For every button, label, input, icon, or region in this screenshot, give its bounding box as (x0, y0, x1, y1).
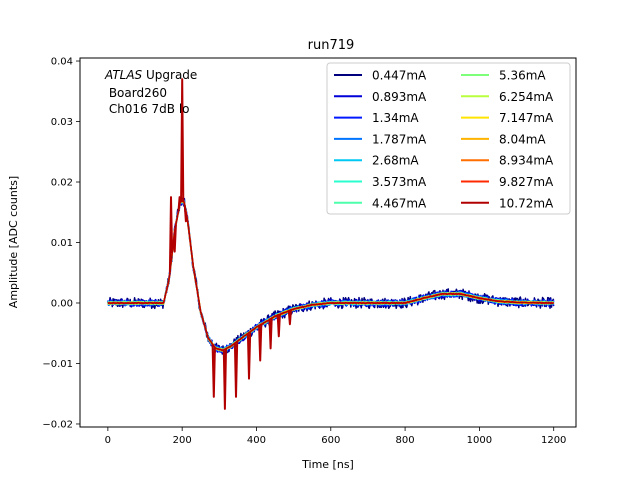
legend-label-12: 8.934mA (499, 154, 554, 168)
annotation-atlas: ATLAS (104, 68, 143, 82)
x-tick-label-0: 0 (105, 435, 111, 446)
series-line-12 (107, 200, 554, 352)
legend-label-9: 6.254mA (499, 90, 554, 104)
spike-10 (258, 324, 263, 362)
x-tick-label-200: 200 (173, 435, 192, 446)
y-axis-label: Amplitude [ADC counts] (7, 176, 20, 308)
y-tick-label-2: 0.00 (51, 298, 73, 309)
series-line-13 (107, 200, 554, 352)
legend-label-2: 0.893mA (372, 90, 427, 104)
y-tick-label-6: 0.04 (51, 57, 73, 68)
y-tick-label-4: 0.02 (51, 178, 73, 189)
spike-6 (211, 344, 216, 398)
legend-item-9: 6.254mA (461, 90, 554, 104)
annotation-line-2: Board260 (105, 86, 167, 100)
y-tick-label-5: 0.03 (51, 117, 73, 128)
y-tick-label-3: 0.01 (51, 238, 73, 249)
series-line-10 (107, 199, 555, 352)
legend-label-14: 10.72mA (499, 196, 554, 210)
annotation-line-3: Ch016 7dB lo (105, 102, 190, 116)
legend-item-12: 8.934mA (461, 154, 554, 168)
legend-label-6: 3.573mA (372, 175, 427, 189)
spike-11 (268, 318, 273, 350)
legend-label-1: 0.447mA (372, 69, 427, 83)
x-axis-label: Time [ns] (301, 458, 354, 471)
y-tick-label-0: −0.02 (42, 419, 73, 430)
legend-item-13: 9.827mA (461, 175, 554, 189)
series-line-3 (107, 197, 555, 354)
spike-7 (222, 348, 227, 410)
spike-12 (276, 314, 281, 338)
x-axis: 0 200 400 600 800 1000 1200 (105, 427, 566, 446)
series-line-11 (107, 200, 555, 352)
legend-item-5: 2.68mA (334, 154, 419, 168)
legend-item-10: 7.147mA (461, 111, 554, 125)
spike-4 (180, 78, 185, 202)
x-tick-label-1000: 1000 (467, 435, 492, 446)
legend-item-1: 0.447mA (334, 69, 427, 83)
series-line-5 (107, 199, 555, 352)
spike-2 (172, 224, 177, 253)
spike-5 (183, 205, 188, 223)
legend-label-4: 1.787mA (372, 132, 427, 146)
legend: 0.447mA 0.893mA 1.34mA 1.787mA 2.68mA 3.573mA… (326, 62, 571, 215)
legend-item-6: 3.573mA (334, 175, 427, 189)
series-line-9 (107, 199, 555, 352)
y-tick-label-1: −0.01 (42, 359, 73, 370)
series-line-1 (107, 196, 555, 356)
x-tick-label-800: 800 (396, 435, 415, 446)
legend-label-5: 2.68mA (372, 154, 419, 168)
legend-label-10: 7.147mA (499, 111, 554, 125)
legend-item-2: 0.893mA (334, 90, 427, 104)
legend-item-14: 10.72mA (461, 196, 554, 210)
series-line-14 (107, 200, 555, 352)
legend-box (326, 62, 571, 215)
x-tick-label-1200: 1200 (541, 435, 566, 446)
spike-8 (233, 341, 239, 398)
legend-item-8: 5.36mA (461, 69, 546, 83)
x-tick-label-600: 600 (321, 435, 340, 446)
series-line-4 (107, 199, 555, 353)
annotation-line-1: ATLAS Upgrade (104, 68, 197, 82)
series-line-2 (107, 199, 555, 354)
legend-label-11: 8.04mA (499, 132, 546, 146)
spike-13 (287, 310, 292, 326)
x-tick-label-400: 400 (247, 435, 266, 446)
legend-item-11: 8.04mA (461, 132, 546, 146)
spike-9 (246, 331, 252, 380)
legend-label-3: 1.34mA (372, 111, 419, 125)
spike-1 (168, 196, 174, 273)
legend-label-8: 5.36mA (499, 69, 546, 83)
series-line-7 (107, 199, 555, 351)
legend-label-13: 9.827mA (499, 175, 554, 189)
legend-label-7: 4.467mA (372, 196, 427, 210)
annotation: ATLAS Upgrade Board260 Ch016 7dB lo (104, 68, 197, 116)
legend-item-4: 1.787mA (334, 132, 427, 146)
legend-item-3: 1.34mA (334, 111, 419, 125)
legend-item-7: 4.467mA (334, 196, 427, 210)
annotation-upgrade: Upgrade (142, 68, 197, 82)
y-axis: −0.02 −0.01 0.00 0.01 0.02 0.03 0.04 (42, 57, 80, 430)
plot-area (107, 78, 555, 410)
chart-title: run719 (308, 38, 355, 53)
